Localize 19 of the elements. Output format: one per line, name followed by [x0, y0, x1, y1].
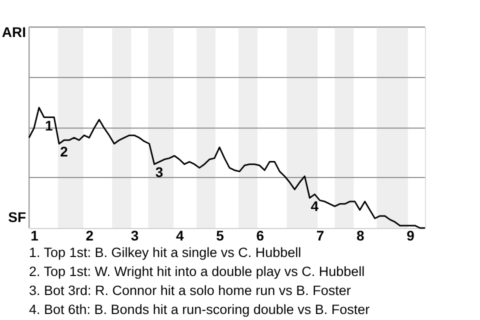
text: ARI — [2, 24, 26, 40]
annotation: 4 — [310, 198, 319, 214]
text: 3. Bot 3rd: R. Connor hit a solo home run vs B. Foster — [29, 283, 352, 298]
annotation: 1 — [45, 117, 54, 134]
x-tick-label: 7 — [316, 228, 324, 244]
x-tick-label: 5 — [216, 228, 224, 244]
x-tick-label: 1 — [30, 228, 39, 244]
x-tick-label: 6 — [256, 228, 264, 244]
x-tick-label: 3 — [130, 228, 139, 244]
x-tick-label: 4 — [176, 228, 184, 244]
x-tick-label: 8 — [356, 228, 364, 244]
x-tick-label: 9 — [406, 228, 415, 244]
text: 4. Bot 6th: B. Bonds hit a run-scoring double vs B. Foster — [29, 302, 370, 317]
annotation: 2 — [60, 144, 68, 160]
text: SF — [8, 209, 26, 225]
x-tick-label: 2 — [86, 228, 94, 244]
text: 1. Top 1st: B. Gilkey hit a single vs C. Hubbell — [29, 245, 302, 260]
text: 2. Top 1st: W. Wright hit into a double play vs C. Hubbell — [29, 264, 365, 279]
annotation: 3 — [155, 164, 164, 180]
